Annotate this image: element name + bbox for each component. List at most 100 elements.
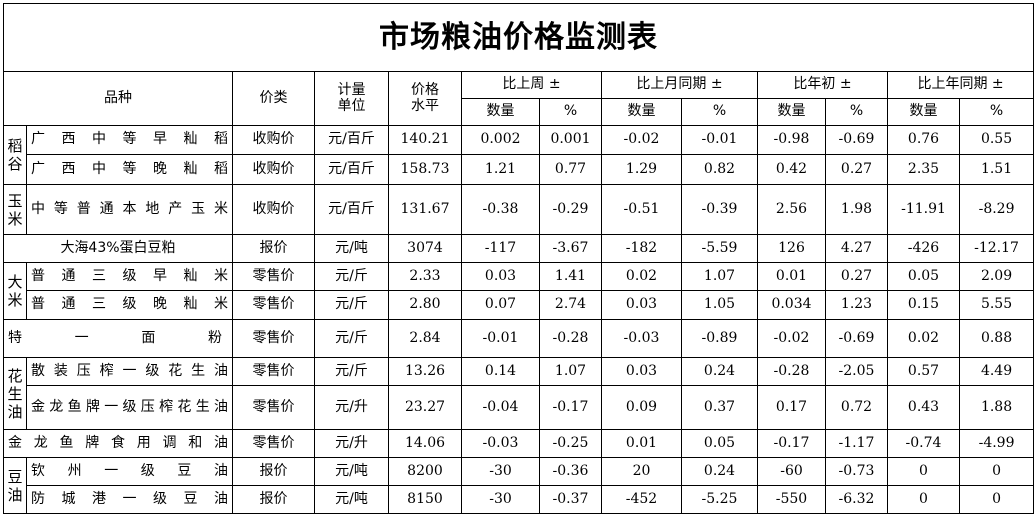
value-cell: -0.69 bbox=[825, 125, 888, 155]
value-cell: 0.43 bbox=[887, 385, 960, 430]
unit: 元/斤 bbox=[314, 357, 389, 386]
value-cell: -0.04 bbox=[461, 385, 540, 430]
value-cell: 1.05 bbox=[681, 290, 758, 320]
value-cell: 0.27 bbox=[825, 154, 888, 185]
value-cell: -0.01 bbox=[461, 319, 540, 358]
value-cell: -0.89 bbox=[681, 319, 758, 358]
value-cell: -0.17 bbox=[757, 429, 826, 458]
value-cell: 0.05 bbox=[887, 262, 960, 291]
header-pct: % bbox=[539, 98, 602, 126]
item-name: 广西中等晚籼稻 bbox=[26, 154, 233, 185]
value-cell: 1.88 bbox=[958, 385, 1035, 430]
value-cell: 0.02 bbox=[601, 262, 682, 291]
value-cell: 0.01 bbox=[601, 429, 682, 458]
value-cell: -0.01 bbox=[681, 125, 758, 155]
category-peanut-oil: 花生油 bbox=[3, 357, 27, 430]
value-cell: -0.37 bbox=[539, 485, 602, 514]
value-cell: 2.74 bbox=[539, 290, 602, 320]
price-type: 零售价 bbox=[232, 429, 315, 458]
price-type: 收购价 bbox=[232, 154, 315, 185]
value-cell: 0.03 bbox=[461, 262, 540, 291]
value-cell: -0.39 bbox=[681, 184, 758, 235]
header-unit: 计量 单位 bbox=[314, 71, 389, 126]
value-cell: 0.001 bbox=[539, 125, 602, 155]
header-qty: 数量 bbox=[601, 98, 682, 126]
value-cell: 1.23 bbox=[825, 290, 888, 320]
price-type: 收购价 bbox=[232, 125, 315, 155]
header-pct: % bbox=[825, 98, 888, 126]
header-pct: % bbox=[958, 98, 1035, 126]
item-name: 中等普通本地产玉米 bbox=[26, 184, 233, 235]
value-cell: 126 bbox=[757, 234, 826, 263]
item-name: 金龙鱼牌食用调和油 bbox=[3, 429, 233, 458]
price-type: 收购价 bbox=[232, 184, 315, 235]
unit: 元/升 bbox=[314, 385, 389, 430]
item-name: 大海43%蛋白豆粕 bbox=[3, 234, 233, 263]
header-pct: % bbox=[681, 98, 758, 126]
value-cell: -0.74 bbox=[887, 429, 960, 458]
value-cell: 0.24 bbox=[681, 357, 758, 386]
price-level: 3074 bbox=[388, 234, 462, 263]
value-cell: 0.24 bbox=[681, 457, 758, 486]
item-name: 金龙鱼牌一级压榨花生油 bbox=[26, 385, 233, 430]
value-cell: 0.002 bbox=[461, 125, 540, 155]
value-cell: 0.57 bbox=[887, 357, 960, 386]
table-row: 特一面粉 零售价 元/斤 2.84 -0.01 -0.28 -0.03 -0.8… bbox=[3, 319, 1035, 358]
value-cell: -30 bbox=[461, 485, 540, 514]
unit: 元/百斤 bbox=[314, 125, 389, 155]
price-level: 158.73 bbox=[388, 154, 462, 185]
value-cell: -452 bbox=[601, 485, 682, 514]
value-cell: 0 bbox=[958, 485, 1035, 514]
table-row: 防城港一级豆油 报价 元/吨 8150 -30 -0.37 -452 -5.25… bbox=[4, 485, 1035, 514]
value-cell: -5.59 bbox=[681, 234, 758, 263]
value-cell: -1.17 bbox=[825, 429, 888, 458]
value-cell: 1.21 bbox=[461, 154, 540, 185]
value-cell: -0.02 bbox=[601, 125, 682, 155]
price-level: 8150 bbox=[388, 485, 462, 514]
table-row: 普通三级晚籼米 零售价 元/斤 2.80 0.07 2.74 0.03 1.05… bbox=[4, 290, 1035, 320]
price-level: 2.33 bbox=[388, 262, 462, 291]
value-cell: -0.29 bbox=[539, 184, 602, 235]
item-name: 广西中等早籼稻 bbox=[26, 125, 233, 155]
value-cell: 2.09 bbox=[958, 262, 1035, 291]
unit: 元/升 bbox=[314, 429, 389, 458]
price-level: 2.80 bbox=[388, 290, 462, 320]
value-cell: 0.72 bbox=[825, 385, 888, 430]
unit: 元/斤 bbox=[314, 262, 389, 291]
category-rice-paddy: 稻谷 bbox=[3, 125, 27, 185]
value-cell: -182 bbox=[601, 234, 682, 263]
value-cell: -0.03 bbox=[461, 429, 540, 458]
item-name: 普通三级早籼米 bbox=[26, 262, 233, 291]
value-cell: 2.35 bbox=[887, 154, 960, 185]
value-cell: -60 bbox=[757, 457, 826, 486]
value-cell: 0.01 bbox=[757, 262, 826, 291]
value-cell: -0.25 bbox=[539, 429, 602, 458]
table-row: 金龙鱼牌一级压榨花生油 零售价 元/升 23.27 -0.04 -0.17 0.… bbox=[4, 385, 1035, 430]
header-vs-last-week: 比上周 ± bbox=[461, 71, 602, 99]
value-cell: 0.14 bbox=[461, 357, 540, 386]
value-cell: 0.42 bbox=[757, 154, 826, 185]
header-qty: 数量 bbox=[757, 98, 826, 126]
price-level: 2.84 bbox=[388, 319, 462, 358]
price-table: 市场粮油价格监测表 品种 价类 计量 单位 价格 水平 比上周 ± 比上月同期 ± … bbox=[2, 3, 1035, 514]
value-cell: -117 bbox=[461, 234, 540, 263]
value-cell: -0.02 bbox=[757, 319, 826, 358]
category-corn: 玉米 bbox=[3, 184, 27, 235]
value-cell: 0.09 bbox=[601, 385, 682, 430]
value-cell: -0.03 bbox=[601, 319, 682, 358]
value-cell: 2.56 bbox=[757, 184, 826, 235]
price-type: 报价 bbox=[232, 457, 315, 486]
value-cell: -6.32 bbox=[825, 485, 888, 514]
unit: 元/斤 bbox=[314, 290, 389, 320]
table-row: 稻谷 广西中等早籼稻 收购价 元/百斤 140.21 0.002 0.001 -… bbox=[3, 125, 1035, 185]
header-vs-year-start: 比年初 ± bbox=[757, 71, 888, 99]
value-cell: 0.77 bbox=[539, 154, 602, 185]
unit: 元/百斤 bbox=[314, 154, 389, 185]
item-name: 散装压榨一级花生油 bbox=[26, 357, 233, 386]
header-price: 价格 水平 bbox=[388, 71, 462, 126]
value-cell: -11.91 bbox=[887, 184, 960, 235]
price-type: 报价 bbox=[232, 485, 315, 514]
category-soy-oil: 豆油 bbox=[3, 457, 27, 514]
value-cell: -550 bbox=[757, 485, 826, 514]
item-name: 特一面粉 bbox=[3, 319, 233, 358]
